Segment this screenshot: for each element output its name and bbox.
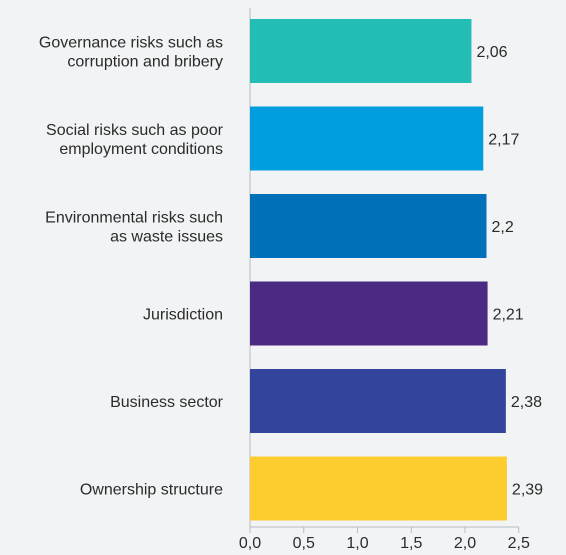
- bar: [250, 19, 472, 83]
- data-label: 2,17: [488, 132, 519, 149]
- data-label: 2,39: [512, 482, 543, 499]
- category-label: Jurisdiction: [143, 307, 223, 324]
- bar: [250, 456, 507, 521]
- category-label: as waste issues: [110, 229, 223, 246]
- category-label: Business sector: [110, 394, 224, 411]
- category-label: Ownership structure: [80, 482, 223, 499]
- labels-group: 2,06 Governance risks such as corruption a…: [39, 35, 543, 499]
- category-label: Social risks such as poor: [46, 122, 224, 139]
- bars-group: [250, 19, 507, 521]
- category-label: employment conditions: [59, 141, 223, 158]
- bar: [250, 194, 487, 258]
- category-label: Environmental risks such: [45, 210, 223, 227]
- data-label: 2,06: [476, 44, 507, 61]
- data-label: 2,21: [493, 307, 524, 324]
- bar: [250, 369, 506, 433]
- x-tick-label: 2,0: [454, 535, 476, 552]
- axes: 0,0 0,5 1,0 1,5 2,0 2,5: [239, 8, 530, 552]
- bar: [250, 281, 488, 346]
- data-label: 2,2: [492, 219, 514, 236]
- x-tick-label: 1,5: [400, 535, 422, 552]
- data-label: 2,38: [511, 394, 542, 411]
- x-tick-label: 0,0: [239, 535, 261, 552]
- category-label: Governance risks such as: [39, 35, 223, 52]
- x-tick-label: 0,5: [293, 535, 315, 552]
- category-label: corruption and bribery: [67, 54, 223, 71]
- bar: [250, 106, 484, 171]
- x-tick-label: 1,0: [346, 535, 368, 552]
- x-tick-label: 2,5: [508, 535, 530, 552]
